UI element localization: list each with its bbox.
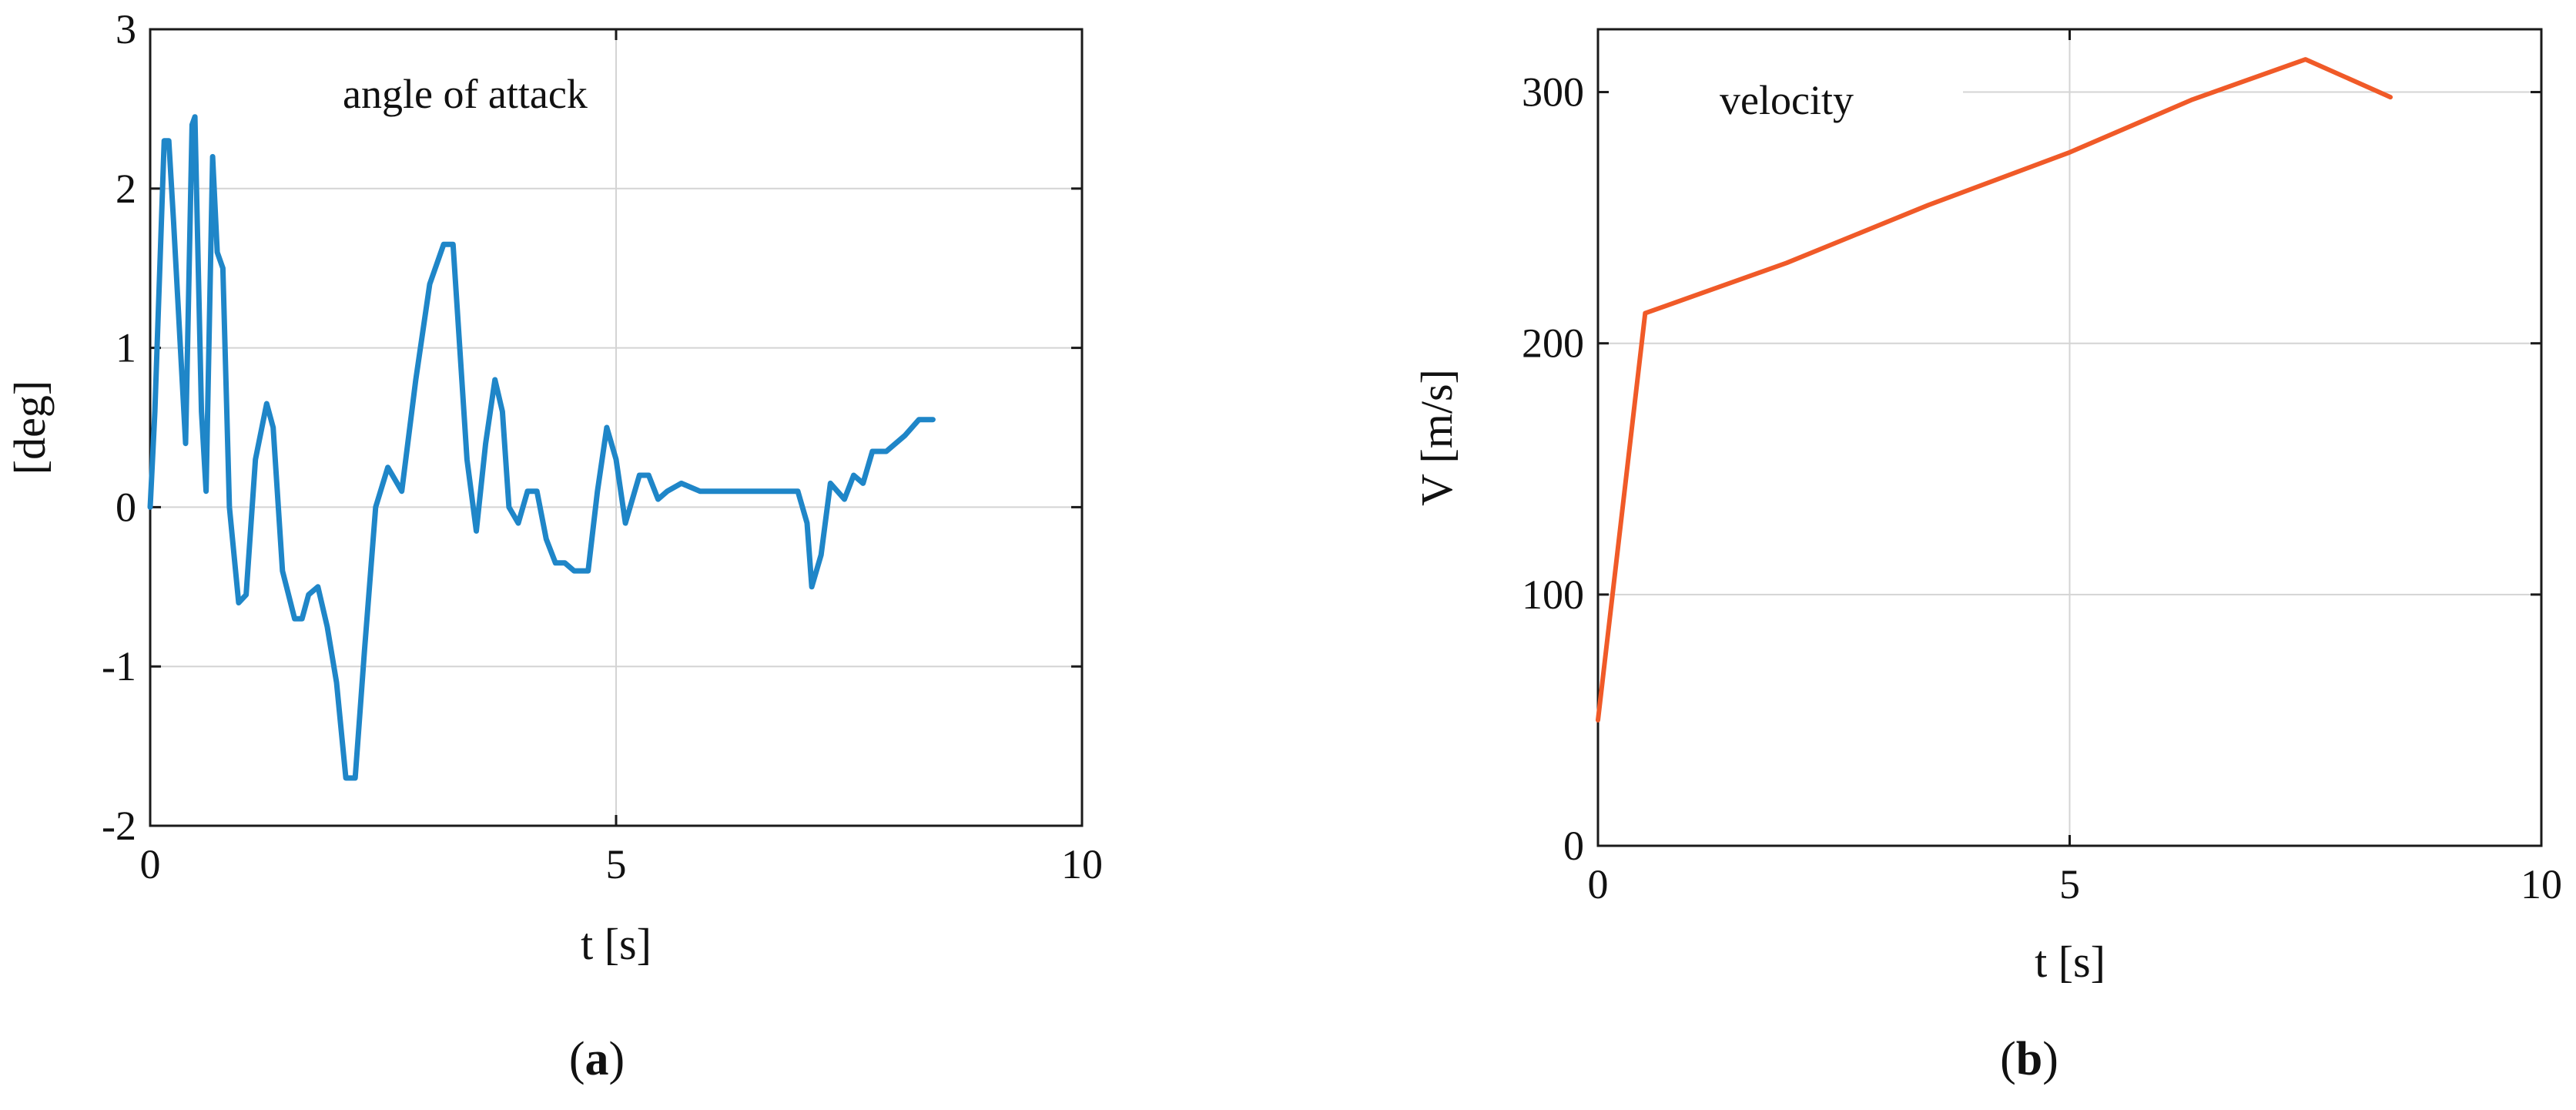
panel-a-angle-of-attack: -2 -1 0 1 2 3 0 5 10 angle of attack t [s] [deg… — [5, 6, 1103, 1085]
x-tick-label: 0 — [1588, 861, 1609, 907]
y-tick-label: 2 — [116, 166, 136, 212]
panel-caption: (a) — [569, 1033, 625, 1085]
x-tick-label: 0 — [140, 841, 161, 887]
y-tick-label: 0 — [116, 484, 136, 530]
panel-b-velocity: 0 100 200 300 0 5 10 velocity t [s] V [m/s] (… — [1412, 28, 2563, 1085]
y-tick-label: 200 — [1522, 320, 1584, 367]
y-tick-label: 100 — [1522, 572, 1584, 618]
y-tick-label: -2 — [102, 803, 136, 849]
x-tick-label: 5 — [606, 841, 627, 887]
y-tick-label: 3 — [116, 6, 136, 52]
y-axis-label: V [m/s] — [1412, 369, 1462, 506]
y-tick-label: 1 — [116, 325, 136, 371]
caption-close-paren: ) — [609, 1033, 625, 1085]
x-tick-label: 5 — [2059, 861, 2080, 907]
x-tick-label: 10 — [2521, 861, 2562, 907]
panel-caption: (b) — [2000, 1033, 2058, 1085]
x-axis-label: t [s] — [2035, 937, 2105, 987]
y-tick-labels: 0 100 200 300 — [1522, 69, 1584, 869]
caption-letter: b — [2016, 1033, 2042, 1085]
x-tick-labels: 0 5 10 — [1588, 861, 2563, 907]
series-line — [147, 114, 936, 781]
plot-frame — [149, 28, 1084, 827]
y-tick-labels: -2 -1 0 1 2 3 — [102, 6, 136, 849]
y-tick-label: 0 — [1563, 823, 1584, 869]
x-tick-label: 10 — [1061, 841, 1103, 887]
series-line — [1596, 57, 2393, 723]
chart-title: angle of attack — [343, 71, 588, 117]
caption-letter: a — [585, 1033, 609, 1085]
y-tick-label: 300 — [1522, 69, 1584, 116]
caption-open-paren: ( — [2000, 1033, 2016, 1085]
title-backdrop — [1601, 87, 1963, 97]
plot-frame — [1596, 28, 2543, 847]
caption-open-paren: ( — [569, 1033, 585, 1085]
chart-title: velocity — [1720, 77, 1854, 123]
x-tick-labels: 0 5 10 — [140, 841, 1104, 887]
y-axis-label: [deg] — [5, 381, 55, 475]
x-axis-label: t [s] — [581, 919, 652, 969]
y-tick-label: -1 — [102, 643, 136, 689]
grid — [149, 29, 1083, 827]
caption-close-paren: ) — [2042, 1033, 2058, 1085]
